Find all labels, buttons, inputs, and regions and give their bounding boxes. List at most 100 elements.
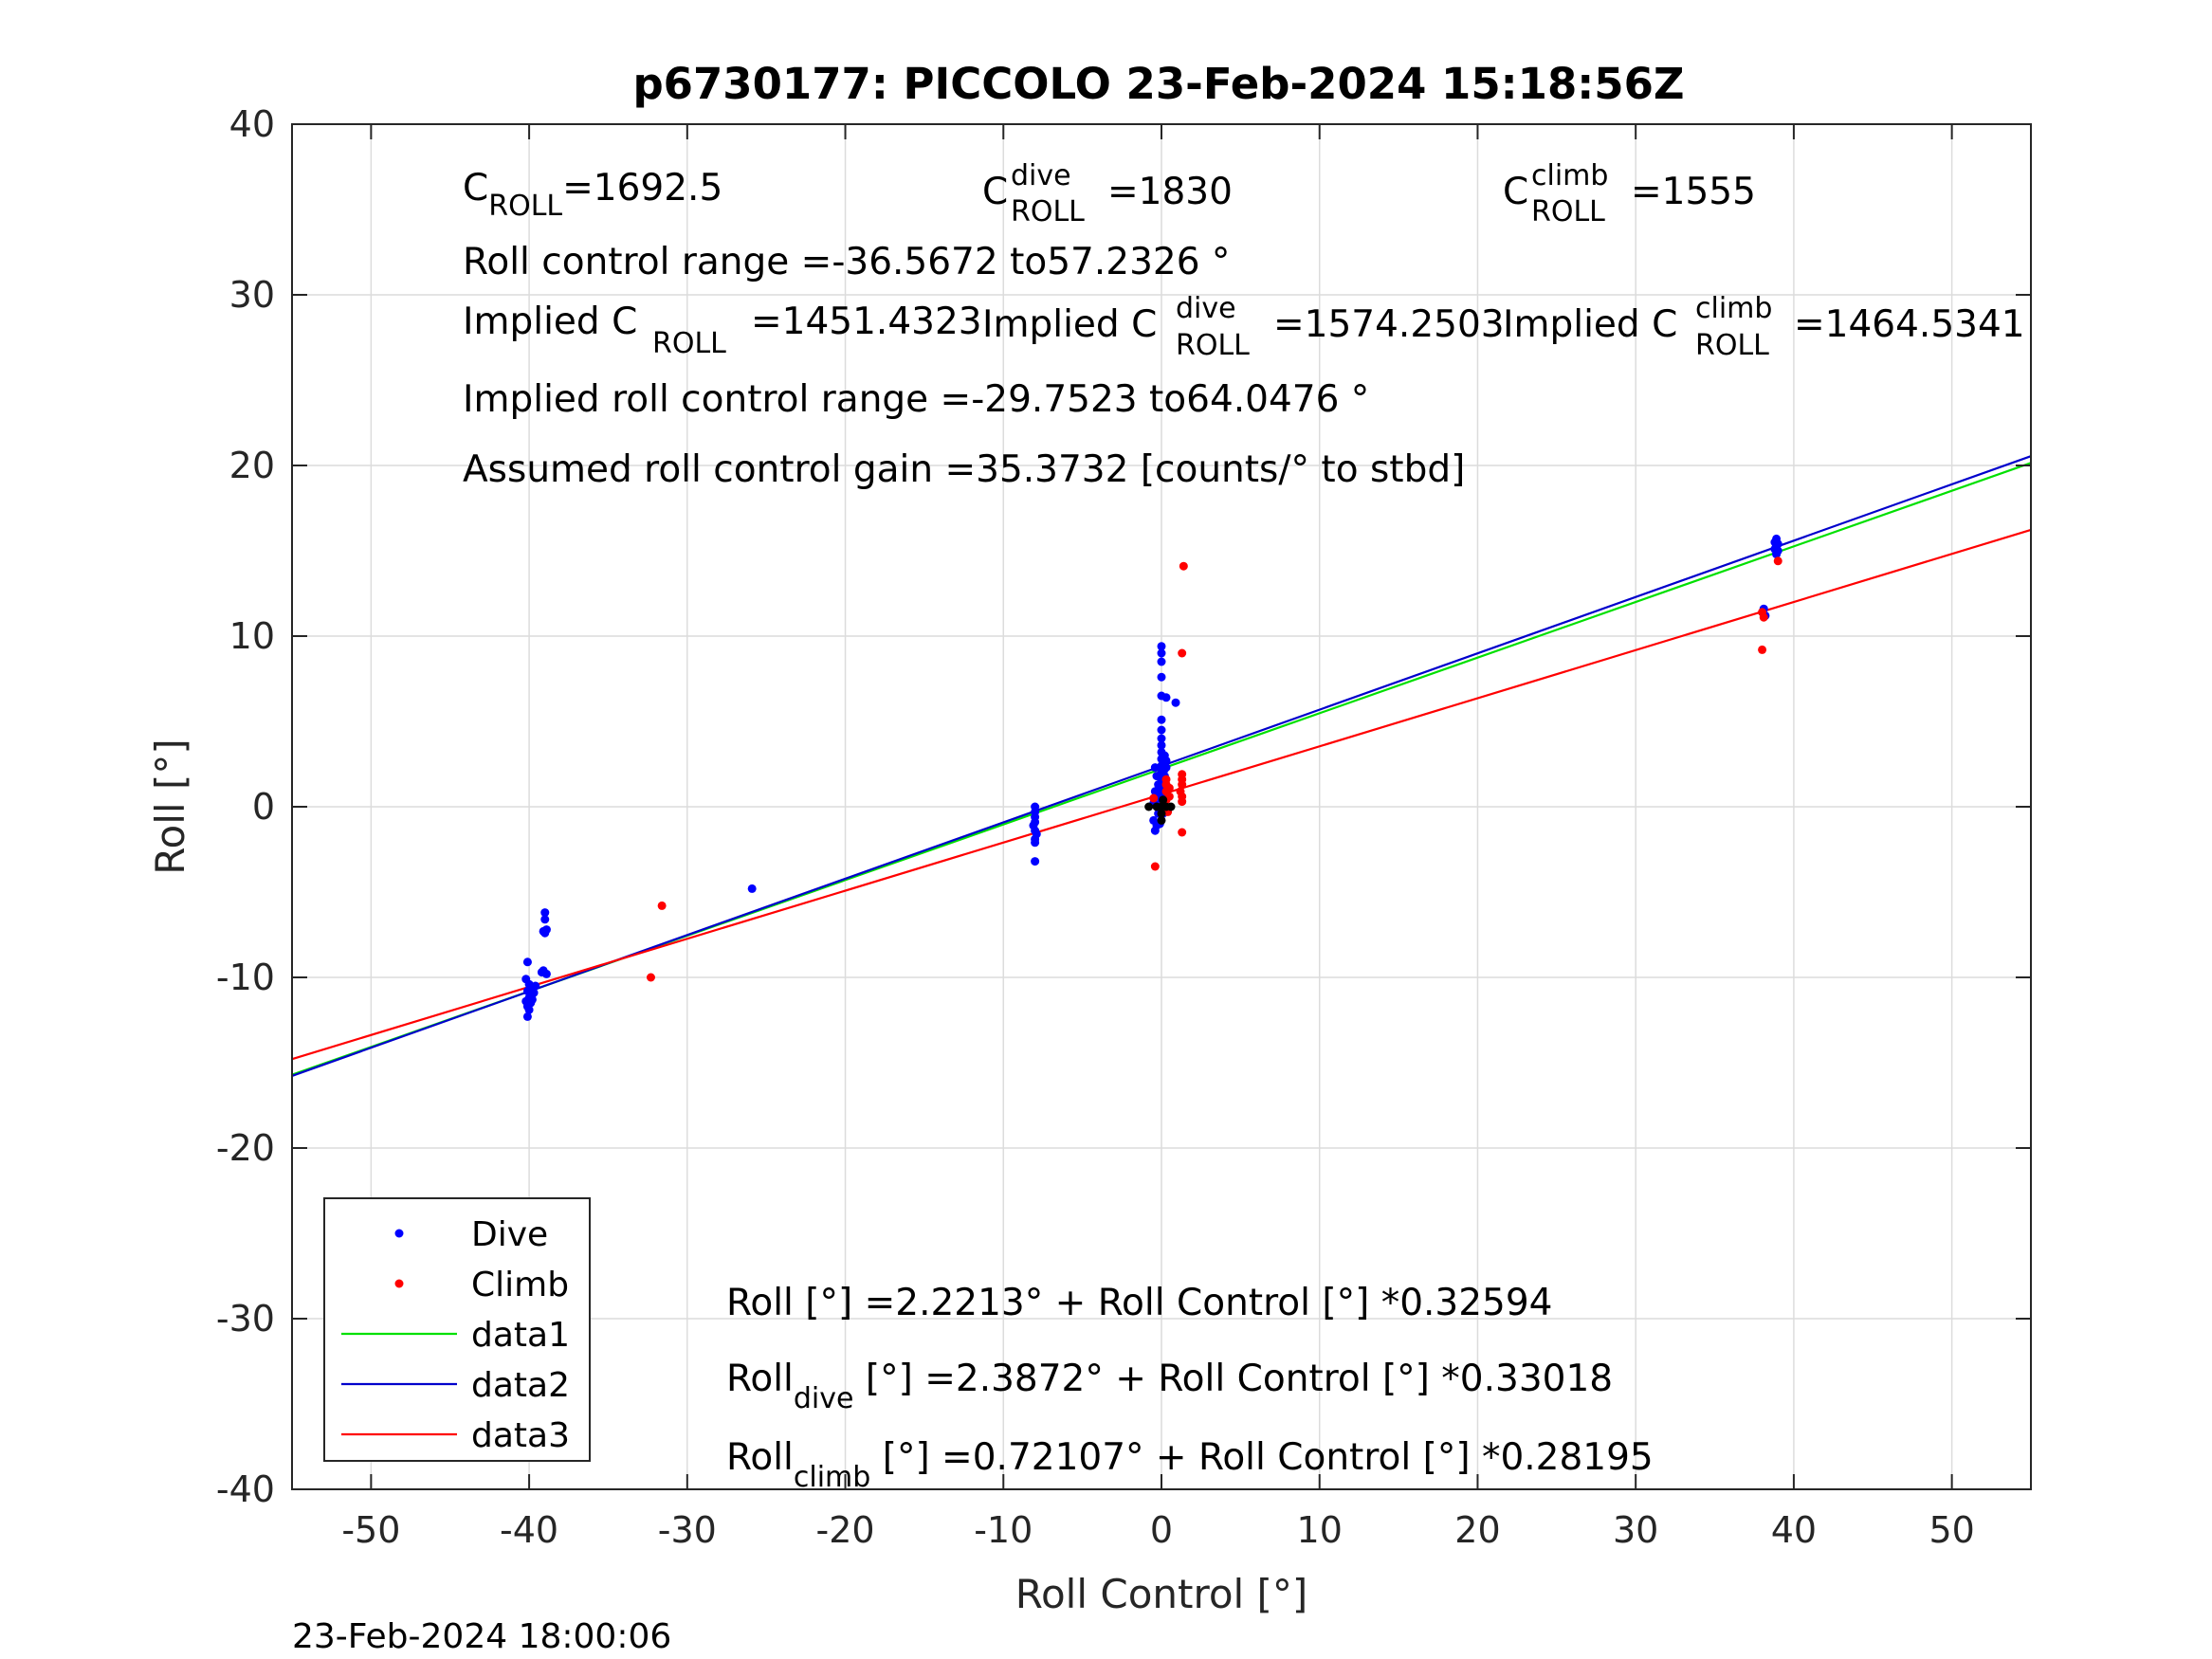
footer-timestamp: 23-Feb-2024 18:00:06 bbox=[292, 1617, 671, 1656]
dive-point bbox=[1161, 763, 1171, 773]
climb-point bbox=[1164, 792, 1174, 801]
dive-point bbox=[529, 988, 539, 997]
x-tick-label: -30 bbox=[658, 1509, 717, 1551]
annotation-implied-c-roll: Implied CROLL=1451.4323 bbox=[463, 301, 982, 360]
climb-point bbox=[1149, 793, 1159, 803]
dive-point bbox=[540, 915, 550, 924]
zero-reference-point bbox=[1157, 809, 1166, 818]
dive-point bbox=[1157, 715, 1166, 724]
dive-point bbox=[1157, 642, 1166, 651]
annotation-fit-all: Roll [°] =2.2213° + Roll Control [°] *0.… bbox=[726, 1282, 1552, 1324]
x-tick-label: -40 bbox=[500, 1509, 558, 1551]
dive-point bbox=[524, 1005, 534, 1014]
axis-ticks bbox=[292, 123, 2031, 1490]
climb-point bbox=[1759, 612, 1768, 622]
legend-label: data1 bbox=[471, 1316, 570, 1355]
climb-point bbox=[1164, 783, 1174, 793]
x-tick-label: 40 bbox=[1771, 1509, 1817, 1551]
dive-point bbox=[1772, 550, 1782, 559]
y-tick-label: 40 bbox=[229, 103, 275, 145]
data-points bbox=[521, 534, 1782, 1021]
x-tick-label: 50 bbox=[1929, 1509, 1974, 1551]
y-axis-label: Roll [°] bbox=[147, 738, 193, 874]
dive-point bbox=[1031, 838, 1040, 848]
y-tick-label: 10 bbox=[229, 615, 275, 657]
y-tick-labels: -40 -30 -20 -10 0 10 20 30 40 bbox=[216, 103, 275, 1510]
x-tick-label: -50 bbox=[341, 1509, 400, 1551]
zero-reference-point bbox=[1157, 815, 1166, 825]
climb-point bbox=[1178, 797, 1187, 807]
y-tick-label: -40 bbox=[216, 1468, 275, 1510]
legend-entry-data3: data3 bbox=[341, 1416, 570, 1455]
y-tick-label: 30 bbox=[229, 274, 275, 316]
dive-point bbox=[531, 981, 540, 991]
dive-point bbox=[1157, 672, 1166, 682]
climb-point bbox=[1179, 561, 1188, 571]
annotation-implied-range: Implied roll control range =-29.7523 to6… bbox=[463, 378, 1369, 421]
x-tick-label: -10 bbox=[974, 1509, 1033, 1551]
legend-entry-dive: Dive bbox=[394, 1215, 548, 1254]
dive-point bbox=[1157, 648, 1166, 658]
legend-entry-data2: data2 bbox=[341, 1366, 570, 1405]
zero-reference-point bbox=[1144, 802, 1154, 811]
dive-point bbox=[1157, 657, 1166, 666]
climb-point bbox=[646, 973, 655, 982]
y-tick-label: -20 bbox=[216, 1127, 275, 1169]
x-axis-label: Roll Control [°] bbox=[1015, 1571, 1308, 1617]
annotation-fit-dive: Rolldive [°] =2.3872° + Roll Control [°]… bbox=[726, 1358, 1613, 1415]
legend-label: data3 bbox=[471, 1416, 570, 1455]
dive-point bbox=[1157, 734, 1166, 743]
annotation-c-roll-climb: Cclimb ROLL =1555 bbox=[1503, 159, 1756, 228]
legend-box bbox=[323, 1197, 591, 1462]
climb-point bbox=[657, 901, 667, 910]
climb-point bbox=[1178, 648, 1187, 658]
dive-point bbox=[1773, 539, 1782, 549]
dive-point bbox=[1031, 857, 1040, 866]
climb-point bbox=[1178, 828, 1187, 837]
dive-point bbox=[1157, 740, 1166, 750]
legend-label: Dive bbox=[471, 1215, 548, 1254]
legend-marker bbox=[394, 1229, 404, 1238]
x-tick-label: 30 bbox=[1613, 1509, 1658, 1551]
x-tick-label: -20 bbox=[816, 1509, 875, 1551]
x-tick-label: 20 bbox=[1454, 1509, 1500, 1551]
annotation-fit-climb: Rollclimb [°] =0.72107° + Roll Control [… bbox=[726, 1436, 1654, 1494]
chart-title: p6730177: PICCOLO 23-Feb-2024 15:18:56Z bbox=[632, 59, 1684, 109]
zero-reference-point bbox=[1159, 795, 1168, 805]
annotation-c-roll-dive: Cdive ROLL =1830 bbox=[982, 159, 1233, 228]
y-tick-label: 0 bbox=[252, 786, 275, 828]
climb-point bbox=[1773, 556, 1782, 566]
y-tick-label: -30 bbox=[216, 1298, 275, 1340]
annotation-roll-range: Roll control range =-36.5672 to57.2326 ° bbox=[463, 241, 1230, 283]
y-tick-label: -10 bbox=[216, 957, 275, 998]
dive-point bbox=[1171, 698, 1180, 707]
dive-point bbox=[541, 925, 551, 935]
x-tick-label: 0 bbox=[1150, 1509, 1173, 1551]
dive-point bbox=[1161, 693, 1171, 702]
dive-point bbox=[1150, 826, 1160, 835]
dive-point bbox=[522, 1012, 532, 1021]
dive-point bbox=[537, 968, 546, 977]
legend-entry-data1: data1 bbox=[341, 1316, 570, 1355]
x-tick-label: 10 bbox=[1297, 1509, 1343, 1551]
annotation-c-roll: CROLL=1692.5 bbox=[463, 167, 722, 223]
dive-point bbox=[540, 908, 550, 918]
x-tick-labels: -50 -40 -30 -20 -10 0 10 20 30 40 50 bbox=[341, 1509, 1974, 1551]
legend-label: data2 bbox=[471, 1366, 570, 1405]
annotation-gain: Assumed roll control gain =35.3732 [coun… bbox=[463, 448, 1465, 491]
legend: Dive Climb data1 data2 data3 bbox=[323, 1197, 591, 1462]
legend-label: Climb bbox=[471, 1266, 569, 1304]
dive-point bbox=[1157, 725, 1166, 735]
y-tick-label: 20 bbox=[229, 445, 275, 486]
legend-marker bbox=[394, 1279, 404, 1288]
climb-point bbox=[1161, 775, 1171, 784]
legend-entry-climb: Climb bbox=[394, 1266, 569, 1304]
dive-point bbox=[522, 957, 532, 967]
dive-point bbox=[747, 884, 757, 893]
climb-point bbox=[1758, 645, 1767, 654]
dive-point bbox=[1161, 756, 1171, 765]
dive-point bbox=[527, 994, 537, 1004]
climb-point bbox=[1150, 862, 1160, 871]
